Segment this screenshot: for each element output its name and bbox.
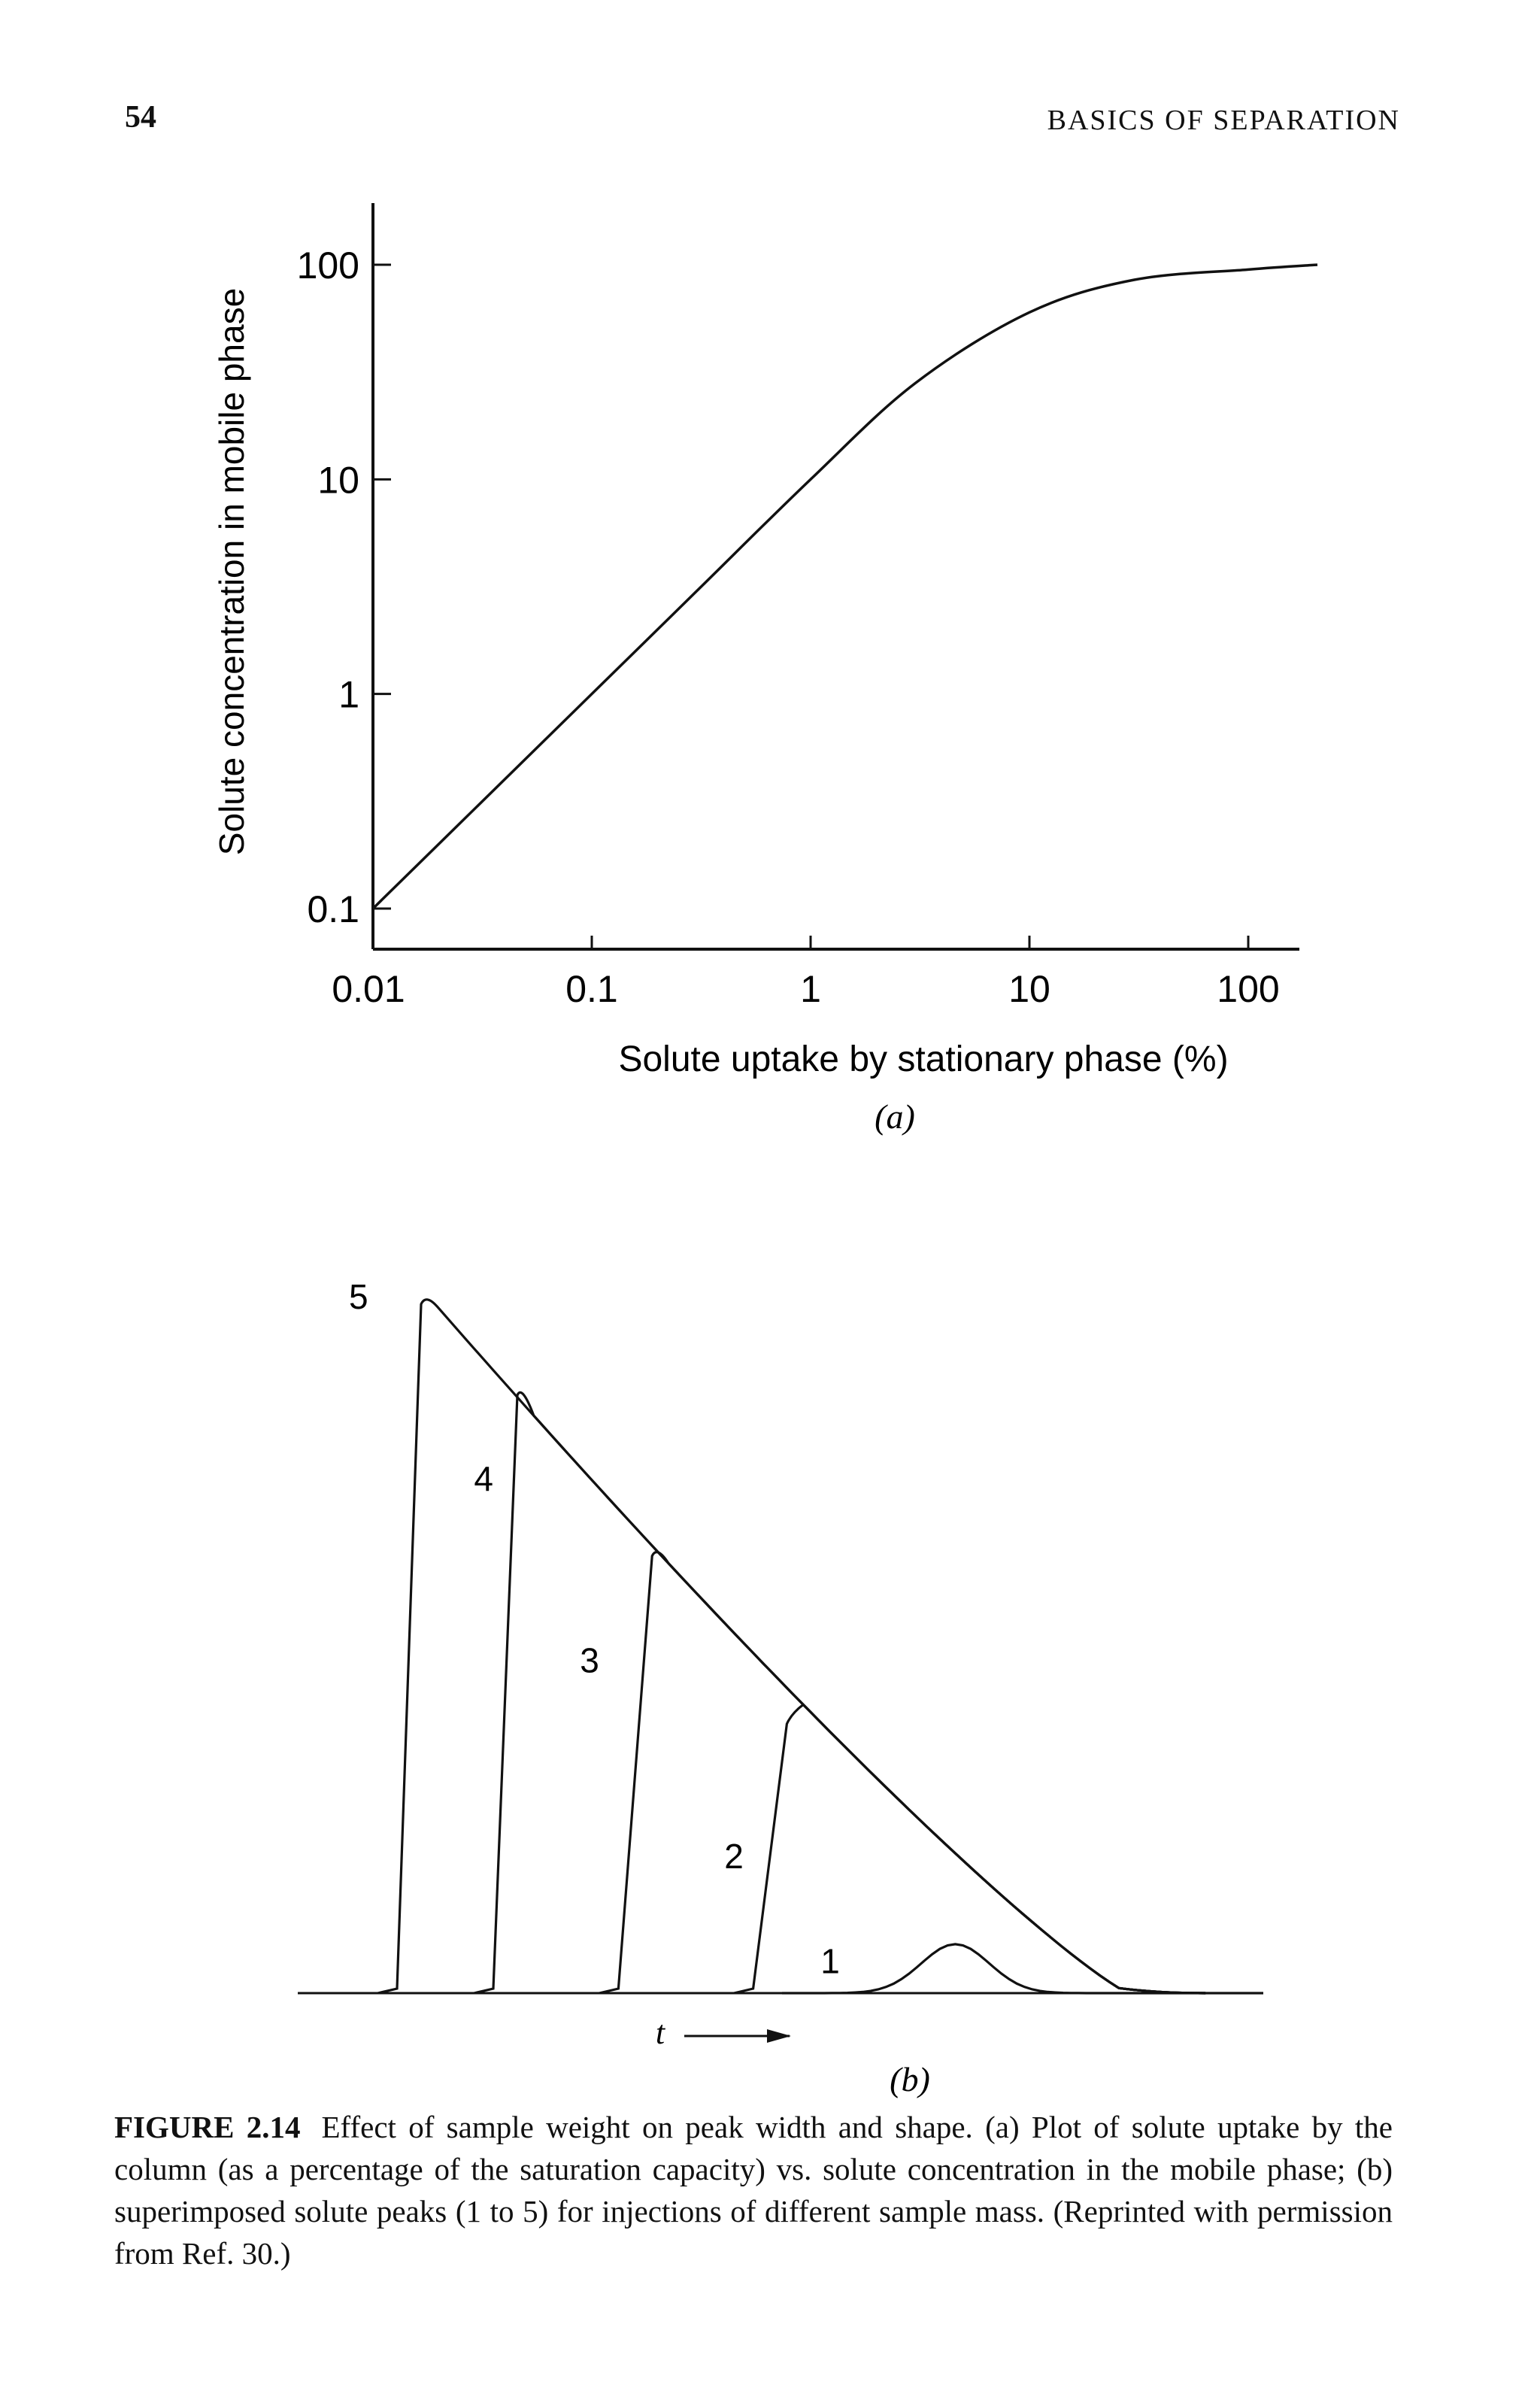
chart-b-peak-4 xyxy=(474,1391,1206,1995)
chart-b-curve-label-4: 4 xyxy=(474,1459,493,1498)
chart-b-peak-1 xyxy=(782,1943,1263,1995)
chart-b-peak-5 xyxy=(377,1298,1206,1995)
chart-a-ylabel: Solute concentration in mobile phase xyxy=(212,288,251,855)
chart-b-peak-2 xyxy=(733,1703,1206,1995)
chart-b-curve-label-5: 5 xyxy=(349,1277,368,1316)
chart-b-curve-label-2: 2 xyxy=(724,1837,744,1876)
chart-a: 0.1 1 10 100 0.01 0.1 1 10 100 Solute concentra… xyxy=(212,203,1318,1136)
chart-b-curve-label-1: 1 xyxy=(820,1942,840,1981)
figure-caption-label: FIGURE 2.14 xyxy=(114,2110,301,2144)
chart-a-xlabel: Solute uptake by stationary phase (%) xyxy=(618,1039,1228,1079)
chart-b-x-arrow xyxy=(684,2029,791,2043)
chart-b-xlabel: t xyxy=(656,2014,666,2051)
chart-b: 5 4 3 2 1 t (b) xyxy=(298,1277,1263,2098)
chart-a-xtick-label: 10 xyxy=(1008,968,1050,1010)
chart-a-ytick-label: 100 xyxy=(297,244,359,287)
chart-a-ytick-label: 10 xyxy=(317,459,359,501)
chart-a-xtick-label: 1 xyxy=(800,968,821,1010)
chart-a-ytick-label: 1 xyxy=(338,674,359,716)
chart-a-series-line xyxy=(371,263,1318,910)
chart-b-panel-label: (b) xyxy=(890,2060,930,2098)
chart-b-curve-label-3: 3 xyxy=(580,1641,599,1680)
chart-a-xtick-label: 100 xyxy=(1217,968,1279,1010)
chart-b-peak-3 xyxy=(599,1551,1206,1995)
page-number: 54 xyxy=(125,100,156,135)
chart-a-ytick-label: 0.1 xyxy=(307,888,359,930)
chart-a-xtick-label: 0.01 xyxy=(332,968,405,1010)
chart-a-xtick-label: 0.1 xyxy=(565,968,618,1010)
figure-caption: FIGURE 2.14 Effect of sample weight on pe… xyxy=(114,2106,1393,2274)
figure-caption-text: Effect of sample weight on peak width an… xyxy=(114,2110,1393,2271)
running-head: BASICS OF SEPARATION xyxy=(1047,105,1400,136)
chart-a-panel-label: (a) xyxy=(875,1097,915,1136)
